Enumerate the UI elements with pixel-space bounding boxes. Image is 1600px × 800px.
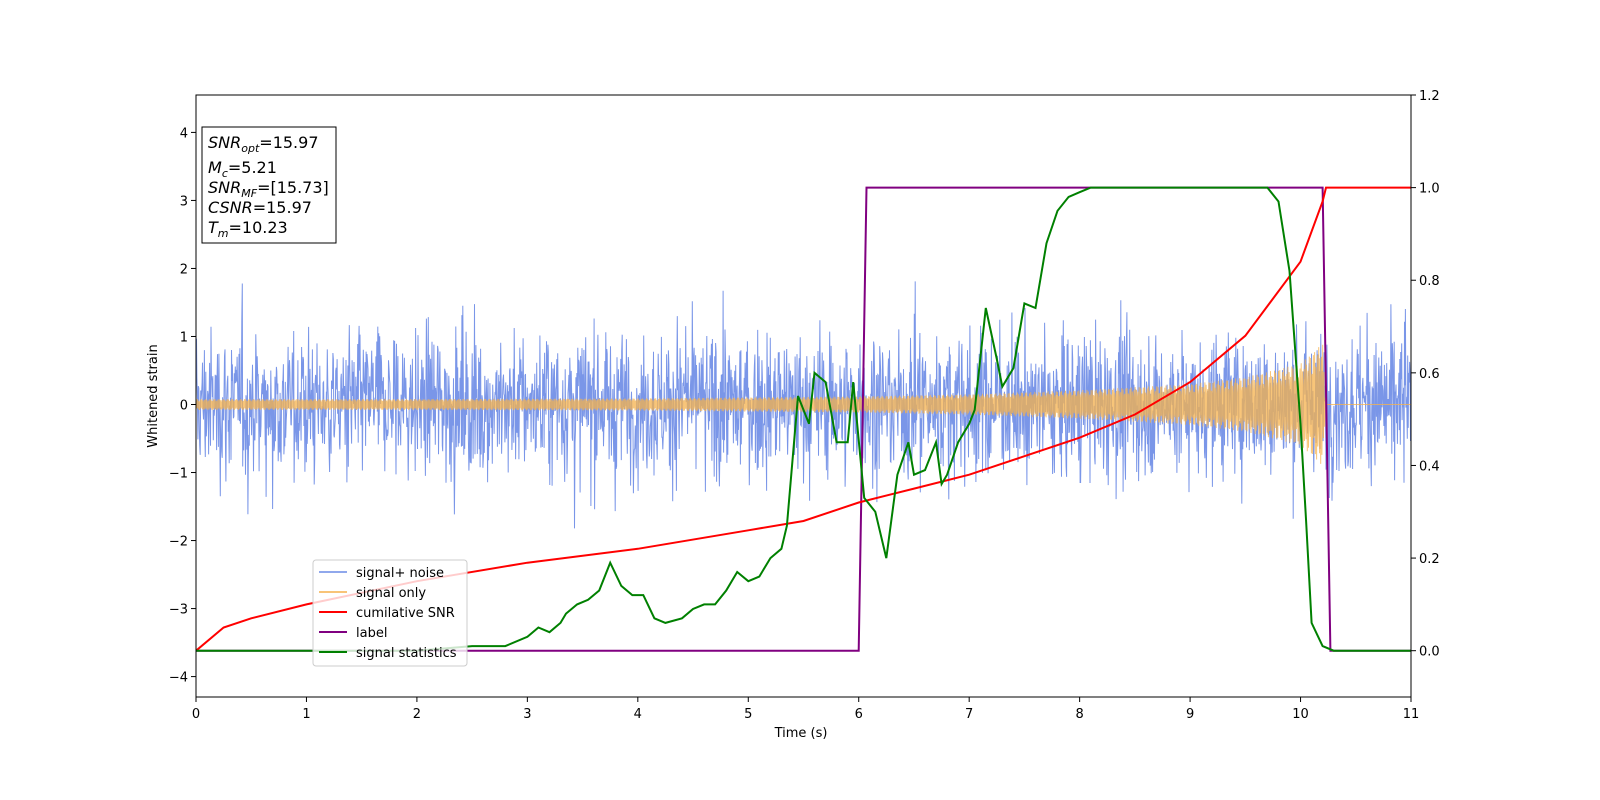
annotation-line: SNRopt=15.97: [208, 133, 319, 155]
x-tick-label: 9: [1186, 707, 1194, 722]
y-axis-left: −4 −3 −2 −1 0 1 2 3 4: [169, 126, 196, 686]
legend-label: signal+ noise: [356, 566, 444, 581]
x-tick-label: 3: [523, 707, 531, 722]
annotation-line: SNRMF=[15.73]: [208, 178, 329, 200]
y-right-tick-label: 0.2: [1419, 552, 1440, 567]
x-tick-label: 7: [965, 707, 973, 722]
y-right-tick-label: 0.0: [1419, 645, 1440, 660]
series-signal-statistics: [196, 186, 1411, 652]
annotation-line: CSNR=15.97: [208, 198, 312, 217]
y-left-tick-label: −2: [169, 535, 188, 550]
x-tick-label: 5: [744, 707, 752, 722]
legend-frame: [312, 559, 468, 667]
annotation-frame: [201, 126, 337, 244]
y-left-tick-label: 4: [180, 126, 188, 141]
x-tick-label: 6: [855, 707, 863, 722]
legend: signal+ noise signal only cumilative SNR la…: [312, 559, 468, 667]
x-axis-title: Time (s): [774, 726, 828, 741]
legend-label: cumilative SNR: [356, 606, 455, 621]
y-left-tick-label: −3: [169, 603, 188, 618]
y-left-tick-label: 0: [180, 399, 188, 414]
y-right-tick-label: 0.4: [1419, 459, 1440, 474]
y-axis-right: 0.0 0.2 0.4 0.6 0.8 1.0 1.2: [1411, 89, 1440, 660]
y-left-tick-label: −4: [169, 671, 188, 686]
annotation-line: Tm=10.23: [208, 218, 288, 240]
legend-label: label: [356, 626, 387, 641]
y-right-tick-label: 0.8: [1419, 274, 1440, 289]
legend-label: signal only: [356, 586, 426, 601]
annotation-line: Mc=5.21: [208, 158, 277, 180]
y-right-tick-label: 1.2: [1419, 89, 1440, 104]
x-tick-label: 4: [634, 707, 642, 722]
legend-label: signal statistics: [356, 646, 457, 661]
x-tick-label: 0: [192, 707, 200, 722]
x-tick-label: 8: [1075, 707, 1083, 722]
y-right-tick-label: 0.6: [1419, 367, 1440, 382]
y-left-tick-label: 2: [180, 262, 188, 277]
x-axis: 0 1 2 3 4 5 6 7 8 9 10 11: [192, 697, 1419, 722]
y-left-tick-label: −1: [169, 467, 188, 482]
y-axis-title: Whitened strain: [146, 344, 161, 447]
stats-annotation-box: SNRopt=15.97 Mc=5.21SNRMF=[15.73]CSNR=15.…: [201, 126, 337, 244]
y-left-tick-label: 3: [180, 194, 188, 209]
y-right-tick-label: 1.0: [1419, 182, 1440, 197]
x-tick-label: 1: [302, 707, 310, 722]
x-tick-label: 10: [1292, 707, 1309, 722]
x-tick-label: 11: [1403, 707, 1420, 722]
plot-frame: [195, 94, 1412, 698]
x-tick-label: 2: [413, 707, 421, 722]
y-left-tick-label: 1: [180, 330, 188, 345]
